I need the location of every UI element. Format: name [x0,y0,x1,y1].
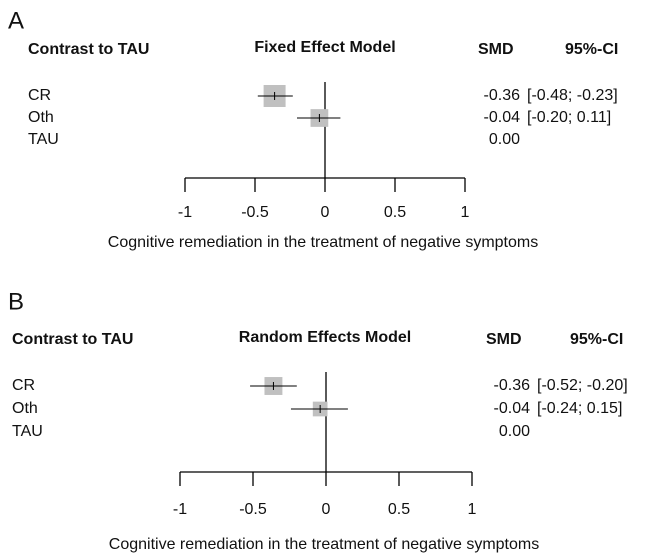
panel-letter: A [8,7,24,34]
row-header: Contrast to TAU [28,41,149,58]
panel-letter: B [8,288,24,315]
value-header: SMD [486,331,522,348]
value-label: 0.00 [499,423,530,440]
x-axis-label: Cognitive remediation in the treatment o… [108,234,538,251]
x-tick-label: -0.5 [241,204,269,221]
row-label: Oth [12,400,38,417]
plot-title: Random Effects Model [239,329,411,346]
x-tick-label: 0 [321,204,330,221]
ci-label: [-0.20; 0.11] [527,109,611,126]
row-label: CR [28,87,51,104]
ci-label: [-0.48; -0.23] [527,87,618,104]
x-tick-label: 1 [461,204,470,221]
x-axis-label: Cognitive remediation in the treatment o… [109,536,539,553]
ci-header: 95%-CI [565,41,618,58]
ci-label: [-0.24; 0.15] [537,400,622,417]
ci-header: 95%-CI [570,331,623,348]
x-tick-label: 0 [322,501,331,518]
x-tick-label: 0.5 [384,204,406,221]
value-label: -0.36 [484,87,521,104]
value-label: 0.00 [489,131,520,148]
row-label: TAU [28,131,59,148]
row-label: TAU [12,423,43,440]
row-label: Oth [28,109,54,126]
x-tick-label: -0.5 [239,501,267,518]
plot-title: Fixed Effect Model [254,39,395,56]
x-tick-label: -1 [173,501,187,518]
value-header: SMD [478,41,514,58]
x-tick-label: 1 [468,501,477,518]
ci-label: [-0.52; -0.20] [537,377,628,394]
value-label: -0.36 [494,377,531,394]
x-tick-label: -1 [178,204,192,221]
value-label: -0.04 [484,109,521,126]
row-header: Contrast to TAU [12,331,133,348]
x-tick-label: 0.5 [388,501,410,518]
row-label: CR [12,377,35,394]
value-label: -0.04 [494,400,531,417]
